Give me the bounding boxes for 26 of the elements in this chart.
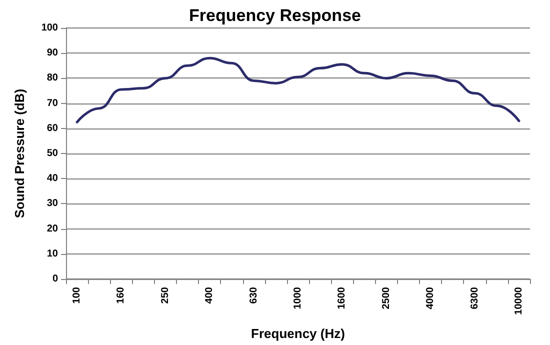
y-tick-label: 40: [46, 173, 58, 184]
x-tick-label: 10000: [513, 286, 524, 315]
line-series: [76, 56, 520, 124]
y-tick-label: 70: [46, 98, 58, 109]
x-tick-label: 4000: [425, 286, 436, 310]
x-tick-label: 160: [116, 286, 127, 304]
x-tick-label: 6300: [469, 286, 480, 310]
y-tick-label: 90: [46, 48, 58, 59]
x-axis-title: Frequency (Hz): [251, 326, 345, 341]
y-tick-label: 100: [41, 22, 58, 34]
y-tick-label: 60: [46, 122, 58, 134]
chart-title: Frequency Response: [189, 6, 361, 25]
y-tick-label: 30: [46, 198, 58, 210]
y-axis-title: Sound Pressure (dB): [12, 88, 27, 218]
x-tick-label: 1600: [336, 286, 348, 310]
x-tick-label: 400: [204, 286, 216, 304]
y-tick-label: 50: [46, 148, 58, 159]
x-tick-label: 630: [248, 286, 260, 304]
x-tick-label: 1000: [292, 286, 304, 310]
x-tick-label: 250: [160, 286, 171, 304]
y-tick-label: 10: [46, 248, 58, 260]
y-tick-label: 0: [52, 274, 58, 284]
x-tick-label: 100: [72, 286, 83, 304]
y-tick-label: 20: [46, 223, 58, 234]
x-tick-label: 2500: [380, 286, 392, 310]
y-tick-label: 80: [46, 72, 58, 84]
